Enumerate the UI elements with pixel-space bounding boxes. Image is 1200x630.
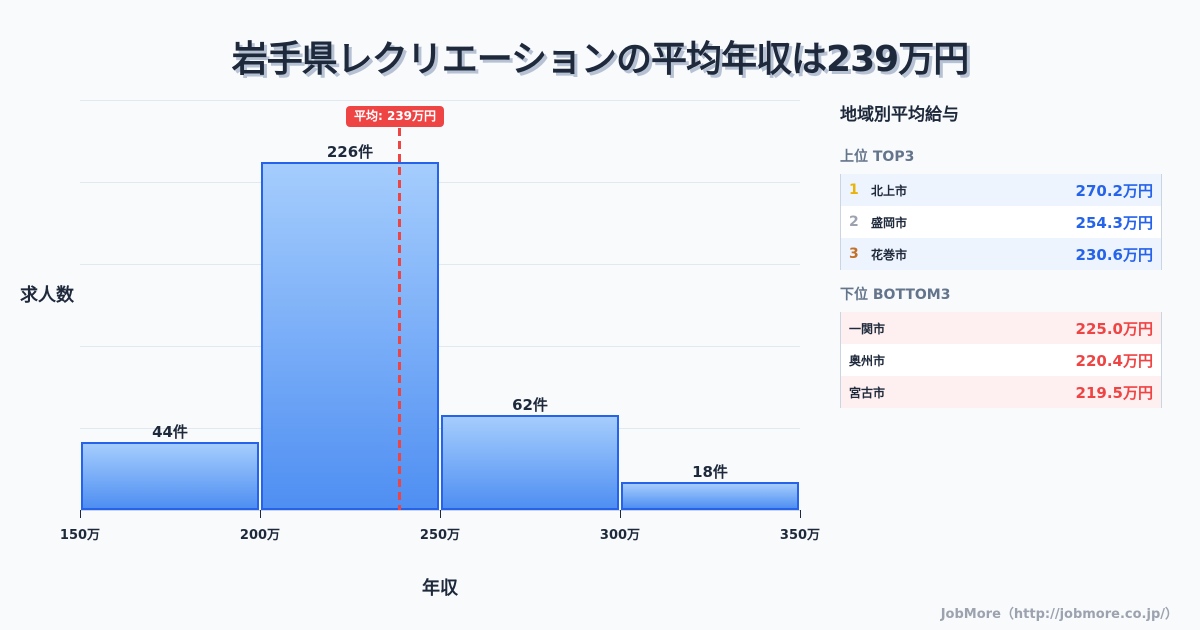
x-tick	[620, 510, 621, 518]
x-axis-label: 年収	[422, 578, 458, 599]
city-name: 花巻市	[871, 247, 908, 262]
bar-value-label: 18件	[692, 463, 728, 482]
regional-salary-panel: 地域別平均給与 上位 TOP3 1 北上市 270.2万円 2 盛岡市 254.…	[840, 100, 1162, 408]
top-list: 1 北上市 270.2万円 2 盛岡市 254.3万円 3 花巻市 230.6万…	[840, 174, 1162, 270]
x-tick-label: 200万	[239, 528, 281, 543]
gridline	[80, 182, 800, 183]
rank-number: 2	[849, 214, 859, 230]
mean-line	[398, 128, 401, 510]
salary-value: 230.6万円	[1075, 245, 1153, 264]
city-name: 宮古市	[849, 385, 886, 400]
panel-title: 地域別平均給与	[840, 105, 959, 125]
list-item: 奥州市 220.4万円	[841, 344, 1161, 376]
gridline	[80, 100, 800, 101]
histogram-bar	[441, 414, 619, 510]
x-tick	[80, 510, 81, 518]
bottom-list: 一関市 225.0万円 奥州市 220.4万円 宮古市 219.5万円	[840, 312, 1162, 408]
salary-value: 219.5万円	[1075, 383, 1153, 402]
gridline	[80, 346, 800, 347]
histogram-bar	[81, 442, 259, 510]
list-item: 3 花巻市 230.6万円	[841, 238, 1161, 270]
y-axis-label: 求人数	[20, 285, 74, 306]
top-section-title: 上位 TOP3	[840, 149, 915, 165]
x-tick	[800, 510, 801, 518]
bar-value-label: 62件	[512, 395, 548, 414]
list-item: 一関市 225.0万円	[841, 312, 1161, 344]
x-tick-label: 150万	[59, 528, 101, 543]
x-tick-label: 350万	[779, 528, 821, 543]
salary-value: 254.3万円	[1075, 213, 1153, 232]
histogram-bar	[261, 162, 439, 510]
gridline	[80, 428, 800, 429]
histogram-chart: 求人数 44件 226件 62件 18件 平均: 239万円 150万 200万 250万…	[20, 100, 820, 599]
rank-number: 1	[849, 182, 859, 198]
salary-value: 220.4万円	[1075, 351, 1153, 370]
salary-value: 270.2万円	[1075, 181, 1153, 200]
city-name: 奥州市	[849, 353, 886, 368]
city-name: 盛岡市	[871, 215, 908, 230]
city-name: 北上市	[871, 183, 908, 198]
bar-value-label: 44件	[152, 423, 188, 442]
rank-number: 3	[849, 246, 859, 262]
x-tick	[440, 510, 441, 518]
x-tick-label: 250万	[419, 528, 461, 543]
list-item: 宮古市 219.5万円	[841, 376, 1161, 408]
list-item: 2 盛岡市 254.3万円	[841, 206, 1161, 238]
salary-value: 225.0万円	[1075, 319, 1153, 338]
city-name: 一関市	[849, 321, 886, 336]
histogram-bar	[621, 482, 799, 510]
x-tick-label: 300万	[599, 528, 641, 543]
mean-badge: 平均: 239万円	[346, 106, 445, 127]
page-title: 岩手県レクリエーションの平均年収は239万円	[231, 39, 969, 80]
list-item: 1 北上市 270.2万円	[841, 174, 1161, 206]
bottom-section-title: 下位 BOTTOM3	[840, 287, 951, 303]
x-tick	[260, 510, 261, 518]
bar-value-label: 226件	[326, 143, 374, 161]
gridline	[80, 264, 800, 265]
footer-credit: JobMore（http://jobmore.co.jp/）	[940, 607, 1178, 622]
